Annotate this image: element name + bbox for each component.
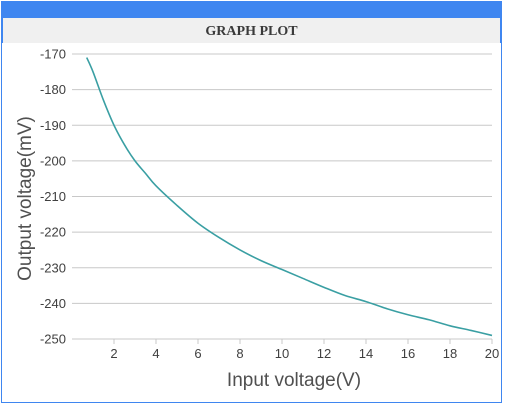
x-tick-label: 14 (359, 346, 373, 361)
x-tick-label: 12 (317, 346, 331, 361)
x-tick-label: 2 (110, 346, 117, 361)
y-tick-labels: -170 -180 -190 -200 -210 -220 -230 -240 -250 (40, 47, 66, 347)
x-tick-label: 16 (401, 346, 415, 361)
x-tick-label: 4 (152, 346, 159, 361)
header-bar: GRAPH PLOT (2, 2, 501, 43)
y-axis-title: Output voltage(mV) (15, 116, 36, 281)
x-tick-label: 18 (443, 346, 457, 361)
x-tick-labels: 2 4 6 8 10 12 14 16 18 20 (110, 346, 499, 361)
grid-lines (72, 53, 493, 344)
y-tick-label: -180 (40, 82, 66, 97)
y-tick-label: -240 (40, 296, 66, 311)
x-tick-label: 20 (485, 346, 499, 361)
y-tick-label: -210 (40, 189, 66, 204)
series-line (85, 57, 493, 337)
x-axis-title: Input voltage(V) (227, 370, 361, 391)
x-tick-label: 8 (236, 346, 243, 361)
y-tick-label: -220 (40, 225, 66, 240)
y-tick-label: -230 (40, 260, 66, 275)
chart-title: GRAPH PLOT (205, 24, 298, 39)
x-tick-label: 6 (194, 346, 201, 361)
y-tick-label: -200 (40, 153, 66, 168)
header-title-band: GRAPH PLOT (3, 18, 500, 43)
y-tick-label: -190 (40, 118, 66, 133)
y-tick-label: -170 (40, 47, 66, 62)
y-tick-label: -250 (40, 332, 66, 347)
x-tick-label: 10 (275, 346, 289, 361)
